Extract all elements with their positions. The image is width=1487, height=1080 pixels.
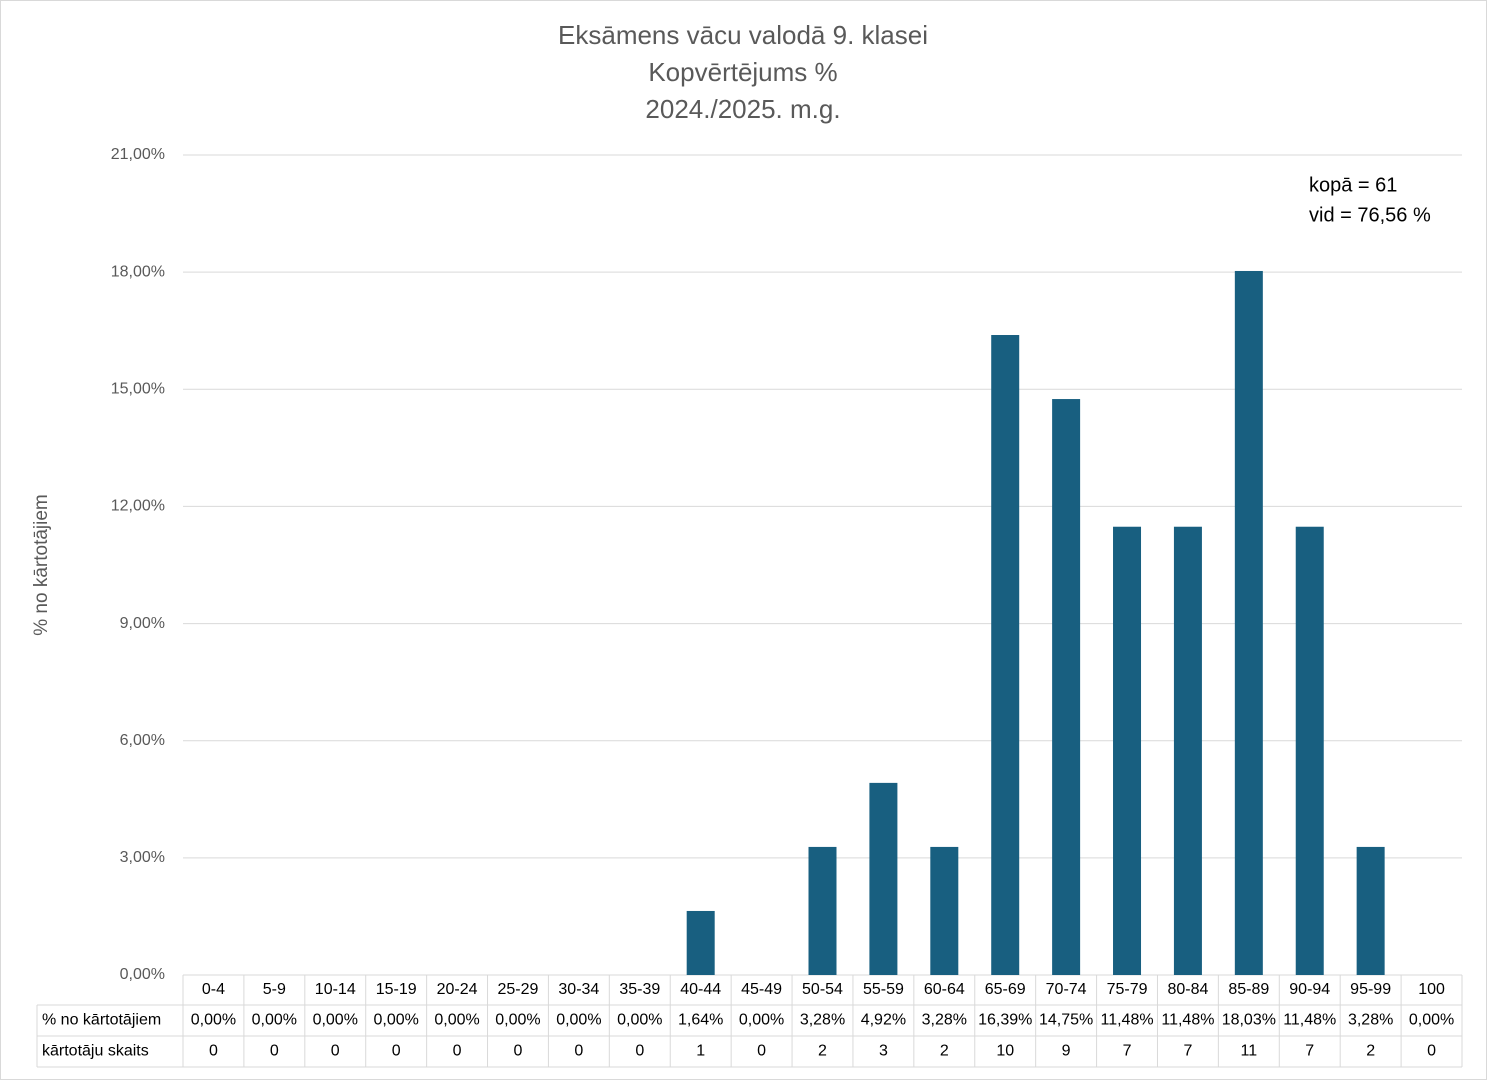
bar — [1173, 526, 1202, 975]
table-value: 7 — [1305, 1043, 1314, 1060]
bar — [869, 782, 898, 975]
y-tick-label: 9,00% — [120, 615, 165, 632]
y-tick-label: 12,00% — [111, 498, 165, 515]
y-tick-label: 21,00% — [111, 146, 165, 163]
y-tick-label: 18,00% — [111, 263, 165, 280]
table-value: 9 — [1062, 1043, 1071, 1060]
bar — [1234, 270, 1263, 975]
table-value: 0 — [331, 1043, 340, 1060]
table-value: 7 — [1123, 1043, 1132, 1060]
x-tick-label: 15-19 — [376, 981, 417, 998]
x-tick-label: 65-69 — [985, 981, 1026, 998]
table-value: 0 — [270, 1043, 279, 1060]
table-value: 0 — [757, 1043, 766, 1060]
bar — [686, 910, 715, 975]
table-value: 3 — [879, 1043, 888, 1060]
table-value: 0 — [453, 1043, 462, 1060]
annotation: vid = 76,56 % — [1309, 204, 1431, 226]
table-value: 0,00% — [373, 1012, 418, 1029]
table-value: 4,92% — [861, 1012, 906, 1029]
table-value: 11,48% — [1283, 1012, 1336, 1029]
bar — [991, 335, 1020, 975]
chart-title: Kopvērtējums % — [648, 57, 837, 87]
x-tick-label: 35-39 — [619, 981, 660, 998]
bar — [1113, 526, 1142, 975]
chart-title: 2024./2025. m.g. — [645, 94, 840, 124]
table-value: 0,00% — [191, 1012, 236, 1029]
x-tick-label: 55-59 — [863, 981, 904, 998]
x-tick-label: 85-89 — [1228, 981, 1269, 998]
table-value: 3,28% — [800, 1012, 845, 1029]
table-value: 0 — [392, 1043, 401, 1060]
table-value: 0,00% — [495, 1012, 540, 1029]
x-tick-label: 10-14 — [315, 981, 356, 998]
x-tick-label: 50-54 — [802, 981, 843, 998]
table-value: 0 — [209, 1043, 218, 1060]
table-value: 2 — [818, 1043, 827, 1060]
x-tick-label: 40-44 — [680, 981, 721, 998]
table-value: 11,48% — [1100, 1012, 1153, 1029]
x-tick-label: 30-34 — [558, 981, 599, 998]
table-value: 11 — [1241, 1043, 1258, 1060]
x-tick-label: 70-74 — [1046, 981, 1087, 998]
table-value: 1,64% — [678, 1012, 723, 1029]
table-value: 0 — [514, 1043, 523, 1060]
x-tick-label: 95-99 — [1350, 981, 1391, 998]
chart-title: Eksāmens vācu valodā 9. klasei — [558, 20, 928, 50]
table-value: 0,00% — [739, 1012, 784, 1029]
table-value: 16,39% — [978, 1012, 1032, 1029]
table-row-label: kārtotāju skaits — [42, 1043, 149, 1060]
annotation: kopā = 61 — [1309, 174, 1397, 196]
y-tick-label: 6,00% — [120, 732, 165, 749]
y-tick-label: 3,00% — [120, 849, 165, 866]
table-value: 2 — [940, 1043, 949, 1060]
table-value: 3,28% — [1348, 1012, 1393, 1029]
table-value: 0,00% — [1409, 1012, 1454, 1029]
x-tick-label: 90-94 — [1289, 981, 1330, 998]
table-value: 0,00% — [617, 1012, 662, 1029]
x-tick-label: 45-49 — [741, 981, 782, 998]
bar — [1295, 526, 1324, 975]
table-value: 0,00% — [434, 1012, 479, 1029]
table-value: 1 — [696, 1043, 705, 1060]
bar — [1356, 846, 1385, 975]
table-value: 0,00% — [313, 1012, 358, 1029]
x-tick-label: 20-24 — [437, 981, 478, 998]
table-value: 7 — [1183, 1043, 1192, 1060]
table-value: 0,00% — [252, 1012, 297, 1029]
table-value: 18,03% — [1222, 1012, 1276, 1029]
table-value: 0,00% — [556, 1012, 601, 1029]
table-value: 0 — [574, 1043, 583, 1060]
x-tick-label: 75-79 — [1107, 981, 1148, 998]
table-value: 11,48% — [1161, 1012, 1214, 1029]
table-value: 14,75% — [1039, 1012, 1093, 1029]
bar — [808, 846, 837, 975]
x-tick-label: 100 — [1418, 981, 1445, 998]
table-value: 10 — [996, 1043, 1014, 1060]
table-value: 0 — [635, 1043, 644, 1060]
x-tick-label: 0-4 — [202, 981, 225, 998]
table-value: 0 — [1427, 1043, 1436, 1060]
x-tick-label: 80-84 — [1167, 981, 1208, 998]
y-axis-label: % no kārtotājiem — [31, 494, 52, 636]
y-tick-label: 15,00% — [111, 381, 165, 398]
table-value: 2 — [1366, 1043, 1375, 1060]
bar — [930, 846, 959, 975]
y-tick-label: 0,00% — [120, 966, 165, 983]
x-tick-label: 60-64 — [924, 981, 965, 998]
bar — [1052, 399, 1081, 975]
x-tick-label: 5-9 — [263, 981, 286, 998]
x-tick-label: 25-29 — [498, 981, 539, 998]
table-value: 3,28% — [922, 1012, 967, 1029]
table-row-label: % no kārtotājiem — [42, 1012, 161, 1029]
